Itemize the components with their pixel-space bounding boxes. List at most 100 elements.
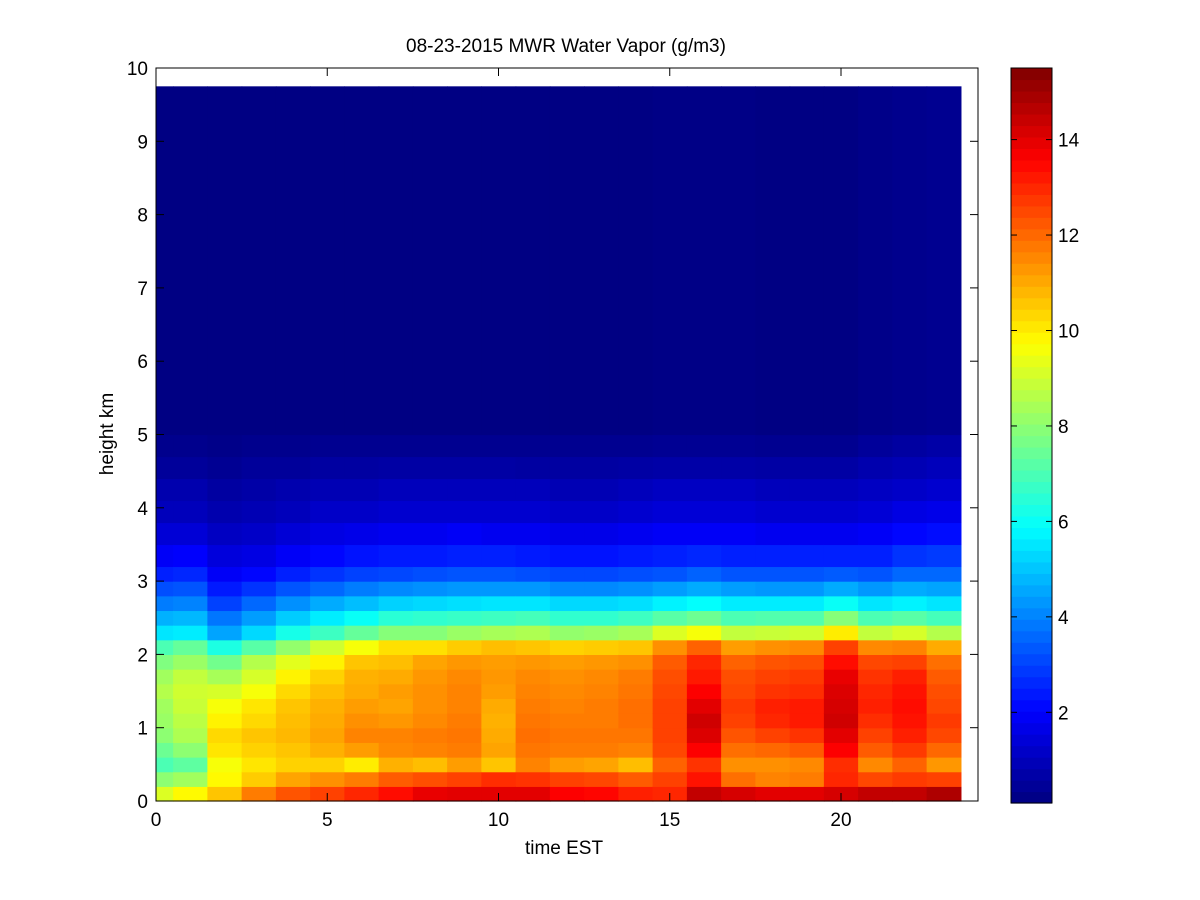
colorbar-swatch — [1011, 182, 1052, 195]
heatmap-cell — [892, 625, 928, 641]
heatmap-cell — [721, 713, 756, 729]
colorbar-swatch — [1011, 136, 1052, 149]
heatmap-cell — [412, 500, 448, 524]
heatmap-cell — [378, 625, 414, 641]
heatmap-cell — [241, 713, 277, 729]
heatmap-cell — [344, 610, 380, 626]
heatmap-cell — [823, 727, 859, 743]
heatmap-cell — [721, 654, 756, 670]
heatmap-cell — [241, 478, 277, 502]
heatmap-cell — [481, 639, 517, 655]
heatmap-cell — [618, 434, 654, 458]
heatmap-cell — [173, 581, 208, 597]
colorbar-swatch — [1011, 573, 1052, 586]
heatmap-cell — [892, 727, 928, 743]
heatmap-cell — [447, 786, 482, 802]
heatmap-cell — [344, 713, 380, 729]
heatmap-cell — [823, 713, 859, 729]
heatmap-cell — [721, 727, 756, 743]
heatmap-cell — [549, 727, 585, 743]
heatmap-cell — [207, 639, 243, 655]
heatmap-cell — [618, 757, 654, 773]
heatmap-cell — [344, 757, 380, 773]
heatmap-cell — [686, 698, 722, 714]
heatmap-cell — [378, 727, 414, 743]
heatmap-cell — [156, 698, 174, 714]
heatmap-cell — [447, 522, 482, 546]
heatmap-cell — [156, 581, 174, 597]
heatmap-cell — [156, 610, 174, 626]
heatmap-cell — [447, 500, 482, 524]
colorbar-swatch — [1011, 286, 1052, 299]
heatmap-cell — [378, 478, 414, 502]
heatmap-cell — [173, 456, 208, 480]
heatmap-cell — [549, 639, 585, 655]
heatmap-cell — [412, 713, 448, 729]
heatmap-cell — [584, 456, 619, 480]
heatmap-cell — [584, 610, 619, 626]
heatmap-cell — [618, 683, 654, 699]
heatmap-cell — [652, 742, 688, 758]
heatmap-cell — [549, 456, 585, 480]
heatmap-cell — [686, 478, 722, 502]
heatmap-cell — [344, 698, 380, 714]
heatmap-cell — [310, 544, 345, 568]
heatmap-cell — [892, 566, 928, 582]
heatmap-cell — [686, 595, 722, 612]
heatmap-cell — [549, 595, 585, 612]
heatmap-cell — [241, 698, 277, 714]
heatmap-cell — [789, 639, 825, 655]
heatmap-cell — [515, 654, 551, 670]
heatmap-cell — [310, 434, 345, 458]
heatmap-cell — [652, 522, 688, 546]
heatmap-cell — [549, 478, 585, 502]
heatmap-cell — [858, 581, 893, 597]
heatmap-cell — [652, 757, 688, 773]
colorbar-swatch — [1011, 205, 1052, 218]
heatmap-cell — [447, 610, 482, 626]
heatmap-cell — [241, 434, 277, 458]
heatmap-cell — [721, 610, 756, 626]
heatmap-cell — [652, 566, 688, 582]
heatmap-cell — [549, 698, 585, 714]
heatmap-cell — [892, 434, 928, 458]
heatmap-cell — [241, 522, 277, 546]
heatmap-cell — [275, 713, 311, 729]
heatmap-cell — [310, 698, 345, 714]
colorbar-swatch — [1011, 757, 1052, 770]
heatmap-cell — [652, 669, 688, 685]
heatmap-cell — [823, 478, 859, 502]
colorbar-swatch — [1011, 630, 1052, 643]
heatmap-cell — [310, 639, 345, 655]
colorbar-swatch — [1011, 607, 1052, 620]
heatmap-cell — [344, 544, 380, 568]
heatmap-cell — [618, 595, 654, 612]
heatmap-cell — [173, 566, 208, 582]
heatmap-cell — [207, 654, 243, 670]
heatmap-cell — [481, 86, 517, 436]
heatmap-cell — [755, 654, 791, 670]
heatmap-cell — [412, 478, 448, 502]
heatmap-cell — [412, 456, 448, 480]
heatmap-cell — [378, 500, 414, 524]
heatmap-cell — [652, 625, 688, 641]
heatmap-cell — [686, 727, 722, 743]
heatmap-cell — [412, 639, 448, 655]
colorbar-tick-label: 6 — [1058, 512, 1069, 533]
heatmap-cell — [378, 639, 414, 655]
heatmap-cell — [275, 727, 311, 743]
heatmap-cell — [344, 86, 380, 436]
heatmap-cell — [789, 742, 825, 758]
colorbar-swatch — [1011, 435, 1052, 448]
heatmap-cell — [378, 522, 414, 546]
heatmap-cell — [755, 595, 791, 612]
heatmap-cell — [156, 544, 174, 568]
colorbar-swatch — [1011, 481, 1052, 494]
heatmap-cell — [858, 786, 893, 802]
heatmap-cell — [755, 544, 791, 568]
heatmap-cell — [412, 698, 448, 714]
heatmap-cell — [412, 757, 448, 773]
heatmap-cell — [515, 500, 551, 524]
heatmap-cell — [412, 566, 448, 582]
heatmap-cell — [584, 581, 619, 597]
